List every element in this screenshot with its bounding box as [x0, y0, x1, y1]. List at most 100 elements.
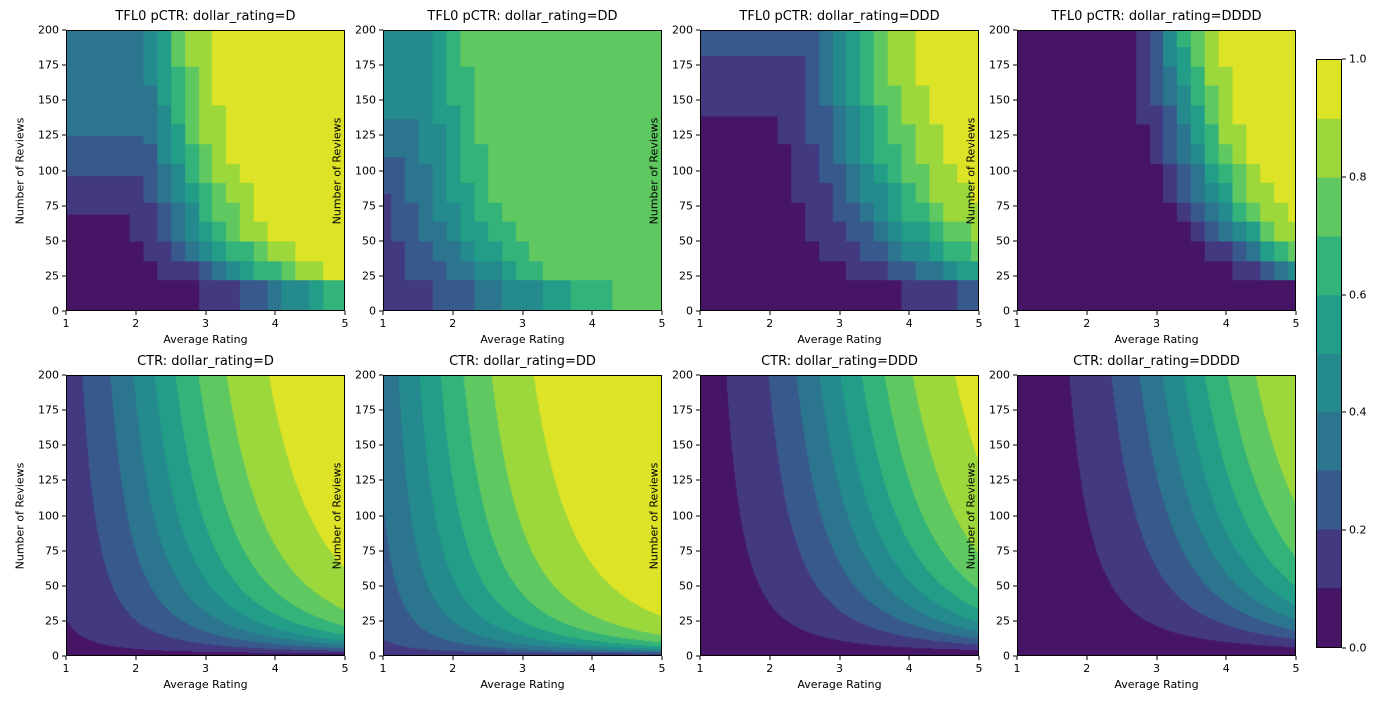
tick-mark [696, 29, 700, 31]
y-tick-label: 75 [45, 544, 59, 558]
y-tick-label: 175 [672, 403, 693, 417]
tick-mark [1013, 240, 1017, 242]
x-tick-label: 4 [1222, 317, 1230, 330]
tick-mark [1013, 515, 1017, 516]
y-tick: 25 [45, 614, 66, 627]
y-tick: 50 [996, 579, 1017, 592]
y-tick: 0 [686, 305, 700, 318]
x-tick-label: 5 [341, 317, 349, 330]
y-tick: 100 [672, 164, 700, 177]
x-tick-label: 3 [202, 662, 209, 675]
tick-mark [696, 134, 700, 136]
y-tick: 75 [679, 544, 700, 557]
y-tick: 175 [672, 59, 700, 72]
tick-mark [1342, 58, 1346, 60]
colorbar: 0.0 0.2 0.4 0.6 0.8 1.0 [1316, 53, 1367, 655]
tick-mark [1342, 176, 1346, 178]
x-tick: 5 [1293, 656, 1300, 675]
tick-mark [62, 374, 66, 376]
tick-mark [62, 310, 66, 312]
tick-mark [379, 550, 383, 552]
tick-mark [1342, 529, 1346, 531]
subplot-ctr-dd: CTR: dollar_rating=DD Number of Reviews … [331, 354, 666, 691]
x-axis-label: Average Rating [1114, 678, 1199, 691]
y-tick-label: 0 [1003, 649, 1010, 663]
y-tick-label: 25 [45, 614, 59, 628]
x-tick-label: 2 [132, 317, 140, 330]
tick-mark [379, 374, 383, 376]
plot-title: TFL0 pCTR: dollar_rating=DDDD [1051, 8, 1262, 24]
y-tick: 75 [45, 544, 66, 557]
contour-plot [700, 375, 979, 656]
plot-title: CTR: dollar_rating=DD [449, 353, 596, 369]
y-tick: 100 [672, 509, 700, 522]
tick-mark [65, 311, 67, 315]
tick-mark [62, 515, 66, 516]
x-tick-label: 2 [132, 662, 140, 675]
tick-mark [522, 656, 523, 660]
y-tick: 25 [996, 614, 1017, 627]
x-tick-label: 4 [588, 317, 596, 330]
x-tick: 5 [976, 656, 983, 675]
y-tick-label: 175 [989, 58, 1010, 72]
contour-plot [1017, 30, 1296, 311]
tick-mark [1013, 374, 1017, 376]
y-tick-label: 100 [355, 509, 376, 522]
tick-mark [696, 310, 700, 312]
y-tick-label: 25 [45, 269, 59, 283]
tick-mark [452, 656, 454, 660]
y-tick: 175 [672, 404, 700, 417]
y-tick: 100 [989, 164, 1017, 177]
y-axis-label: Number of Reviews [13, 462, 27, 569]
tick-mark [379, 515, 383, 516]
x-tick-label: 5 [975, 662, 983, 675]
y-tick: 100 [38, 164, 66, 177]
tick-mark [839, 656, 840, 660]
tick-mark [696, 64, 700, 66]
y-tick: 25 [996, 269, 1017, 282]
y-axis-label: Number of Reviews [330, 117, 344, 224]
y-tick: 50 [362, 579, 383, 592]
y-tick: 125 [355, 129, 383, 142]
tick-mark [205, 311, 206, 315]
y-tick-label: 150 [38, 438, 59, 452]
y-tick-label: 200 [672, 368, 693, 382]
x-tick: 4 [589, 656, 596, 675]
tick-mark [1342, 294, 1346, 296]
tick-mark [1013, 275, 1017, 277]
y-tick-label: 75 [996, 544, 1010, 558]
tick-mark [62, 99, 66, 101]
tick-mark [379, 620, 383, 622]
x-tick-label: 3 [836, 662, 843, 675]
x-tick-label: 5 [1292, 662, 1300, 675]
y-tick: 50 [45, 234, 66, 247]
y-tick-label: 150 [989, 93, 1010, 107]
tick-mark [1013, 444, 1017, 446]
x-tick-label: 5 [975, 317, 983, 330]
y-tick: 0 [52, 650, 66, 663]
y-tick-label: 75 [45, 199, 59, 213]
y-tick: 175 [355, 404, 383, 417]
x-tick-label: 1 [696, 317, 704, 330]
tick-mark [379, 64, 383, 66]
colorbar-tick: 0.4 [1342, 406, 1367, 419]
x-tick-label: 3 [202, 317, 209, 330]
tick-mark [379, 585, 383, 587]
y-tick-label: 175 [355, 403, 376, 417]
x-tick: 1 [1014, 311, 1021, 330]
x-tick: 3 [202, 656, 209, 675]
x-tick: 3 [202, 311, 209, 330]
y-tick: 50 [996, 234, 1017, 247]
y-tick-label: 150 [355, 93, 376, 107]
x-tick: 2 [1083, 311, 1090, 330]
tick-mark [62, 170, 66, 171]
y-axis-label: Number of Reviews [330, 462, 344, 569]
x-tick: 1 [380, 656, 387, 675]
y-tick: 100 [989, 509, 1017, 522]
tick-mark [696, 444, 700, 446]
x-axis-label: Average Rating [480, 678, 565, 691]
y-tick-label: 175 [38, 58, 59, 72]
tick-mark [379, 310, 383, 312]
y-tick-label: 50 [679, 579, 693, 593]
x-tick-label: 1 [62, 662, 70, 675]
